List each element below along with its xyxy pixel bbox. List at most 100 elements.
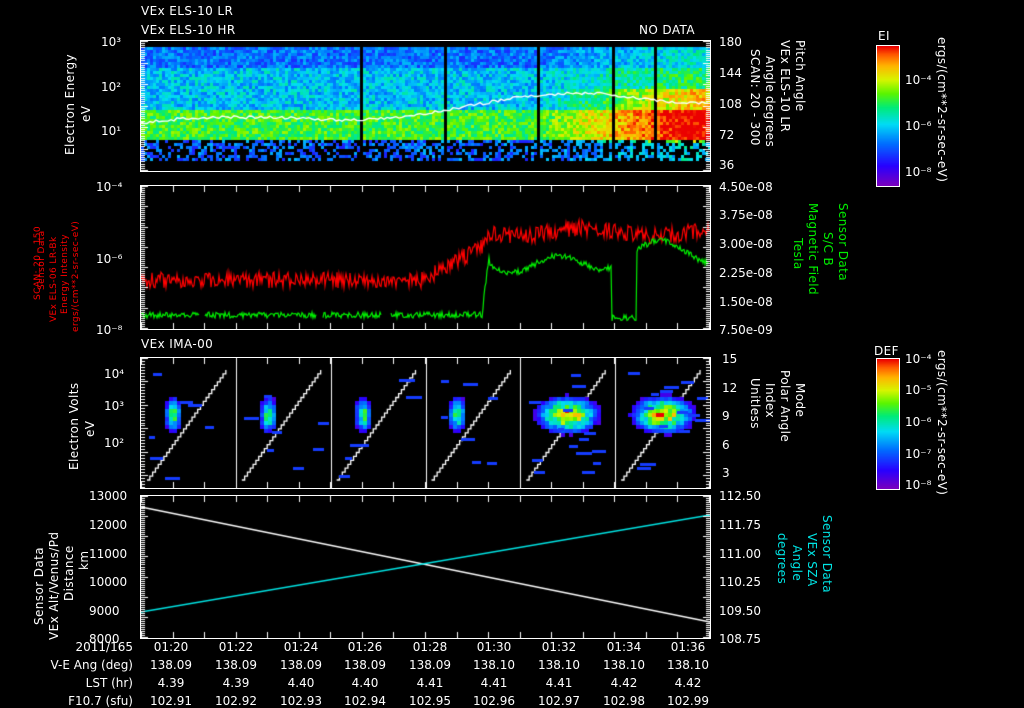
panel4-rtick-3: 110.25 [719, 575, 761, 589]
panel1-right-label-2: Angle [763, 56, 777, 93]
bottom-table-cell-ve-ang-0: 138.09 [150, 658, 192, 672]
panel2-rtick-0: 4.50e-08 [719, 180, 773, 194]
panel4-right-label-1: VEx SZA [805, 533, 819, 587]
panel4-ytick-0: 13000 [89, 489, 128, 503]
panel3-right-label-2: Index [763, 383, 777, 419]
panel2-ytick-1: 10⁻⁶ [96, 252, 123, 266]
bottom-table-cell-f107-7: 102.98 [603, 694, 645, 708]
panel2-rtick-1: 3.75e-08 [719, 208, 773, 222]
bottom-table-cell-f107-8: 102.99 [667, 694, 709, 708]
panel3-right-label-1: Polar Angle [778, 370, 792, 443]
panel4-left-label-2: Distance [62, 545, 76, 601]
colorbar-def-tick-4: 10⁻⁸ [905, 478, 932, 492]
panel4-right-label-3: degrees [775, 533, 789, 585]
colorbar-def[interactable] [876, 358, 900, 490]
bottom-table-cell-f107-2: 102.93 [280, 694, 322, 708]
colorbar-ei-tick-2: 10⁻⁸ [905, 165, 932, 179]
panel3-right-label-0: Mode [793, 383, 807, 418]
bottom-table-cell-lst-5: 4.41 [480, 676, 508, 690]
panel4-rtick-4: 109.50 [719, 604, 761, 618]
panel1-ytick-1: 10² [101, 80, 122, 94]
panel1-right-label-3: degrees [763, 96, 777, 148]
panel4-ytick-4: 9000 [89, 604, 120, 618]
panel2-rtick-5: 7.50e-09 [719, 323, 773, 337]
colorbar-def-tick-1: 10⁻⁵ [905, 383, 932, 397]
panel1-y-axis-label: Electron Energy [63, 53, 77, 155]
bottom-table-cell-time-6: 01:32 [541, 640, 577, 654]
panel3-y-axis-label: Electron Volts [67, 382, 81, 470]
bottom-table-cell-lst-2: 4.40 [287, 676, 315, 690]
bottom-table-cell-lst-6: 4.41 [545, 676, 573, 690]
panel3-rtick-3: 6 [722, 438, 730, 452]
bottom-table-cell-ve-ang-5: 138.10 [473, 658, 515, 672]
panel3-rtick-0: 15 [722, 352, 738, 366]
panel3-ytick-0: 10⁴ [104, 367, 125, 381]
panel2-rtick-2: 3.00e-08 [719, 237, 773, 251]
panel1-rtick-0: 180 [719, 35, 742, 49]
bottom-table-cell-f107-0: 102.91 [150, 694, 192, 708]
panel1-rtick-4: 36 [719, 158, 735, 172]
colorbar-ei[interactable] [876, 45, 900, 187]
bottom-table-cell-time-5: 01:30 [476, 640, 512, 654]
panel3-y-axis-units: eV [83, 420, 97, 437]
panel1-rtick-1: 144 [719, 66, 742, 80]
panel2-right-label-1: S/C B [821, 232, 835, 267]
panel2-left-label-1: VEx ELS-06 LR-Bk [49, 236, 59, 322]
panel1-right-label-0: Pitch Angle [793, 40, 807, 112]
panel1-y-axis-units: eV [79, 105, 93, 122]
bottom-table-cell-lst-4: 4.41 [416, 676, 444, 690]
panel-energy-intensity-magnetic-field[interactable] [140, 185, 711, 330]
bottom-table-cell-ve-ang-2: 138.09 [280, 658, 322, 672]
panel1-ytick-0: 10³ [101, 35, 122, 49]
panel1-right-label-1: VEx ELS-10 LR [778, 40, 792, 133]
colorbar-def-units: ergs/(cm**2-sr-sec-eV) [935, 350, 949, 496]
bottom-table-cell-ve-ang-4: 138.09 [409, 658, 451, 672]
bottom-table-cell-lst-7: 4.42 [610, 676, 638, 690]
bottom-table-cell-time-2: 01:24 [283, 640, 319, 654]
bottom-table-row-label-time: 2011/165 [75, 640, 134, 654]
bottom-table-cell-lst-1: 4.39 [222, 676, 250, 690]
panel4-ytick-2: 11000 [89, 547, 128, 561]
bottom-table-cell-time-0: 01:20 [153, 640, 189, 654]
panel1-rtick-2: 108 [719, 97, 742, 111]
panel-altitude-sza[interactable] [140, 495, 711, 639]
panel1-title-lr: VEx ELS-10 LR [141, 4, 234, 18]
colorbar-def-tick-3: 10⁻⁷ [905, 447, 932, 461]
panel4-ytick-3: 10000 [89, 575, 128, 589]
panel2-right-label-3: Tesla [791, 238, 805, 270]
bottom-table-cell-ve-ang-3: 138.09 [344, 658, 386, 672]
panel4-right-label-2: Angle [790, 545, 804, 582]
colorbar-ei-title: EI [878, 29, 890, 43]
panel4-right-label-0: Sensor Data [820, 515, 834, 593]
panel4-ytick-1: 12000 [89, 518, 128, 532]
bottom-table-cell-lst-0: 4.39 [157, 676, 185, 690]
panel2-ytick-2: 10⁻⁸ [96, 323, 123, 337]
bottom-table-row-label-f107: F10.7 (sfu) [68, 694, 133, 708]
colorbar-def-title: DEF [874, 344, 899, 358]
panel2-left-label-3: ergs/(cm**2-sr-sec-eV) [71, 220, 81, 332]
bottom-table-cell-f107-5: 102.96 [473, 694, 515, 708]
panel4-rtick-1: 111.75 [719, 518, 761, 532]
panel4-left-label-1: VEx Alt/Venus/Pd [47, 531, 61, 640]
colorbar-ei-tick-0: 10⁻⁴ [905, 73, 932, 87]
bottom-table-cell-time-4: 01:28 [412, 640, 448, 654]
colorbar-def-tick-0: 10⁻⁴ [905, 352, 932, 366]
panel4-rtick-0: 112.50 [719, 489, 761, 503]
bottom-table-cell-lst-3: 4.40 [351, 676, 379, 690]
panel3-right-label-3: Unitless [748, 378, 762, 429]
panel2-left-label-4: SCAN: 20 - 150 [33, 226, 43, 300]
bottom-table-cell-ve-ang-8: 138.10 [667, 658, 709, 672]
panel1-rtick-3: 72 [719, 128, 735, 142]
panel1-title-hr: VEx ELS-10 HR [141, 23, 236, 37]
bottom-table-cell-f107-6: 102.97 [538, 694, 580, 708]
panel3-rtick-1: 12 [722, 381, 738, 395]
bottom-table-cell-ve-ang-1: 138.09 [215, 658, 257, 672]
bottom-table-cell-f107-3: 102.94 [344, 694, 386, 708]
colorbar-ei-units: ergs/(cm**2-sr-sec-eV) [935, 37, 949, 183]
panel-ima-ion-spectrogram[interactable] [140, 357, 711, 489]
bottom-table-cell-f107-4: 102.95 [409, 694, 451, 708]
panel3-rtick-4: 3 [722, 466, 730, 480]
panel1-ytick-2: 10¹ [101, 124, 122, 138]
panel-electron-energy-spectrogram[interactable] [140, 40, 711, 172]
